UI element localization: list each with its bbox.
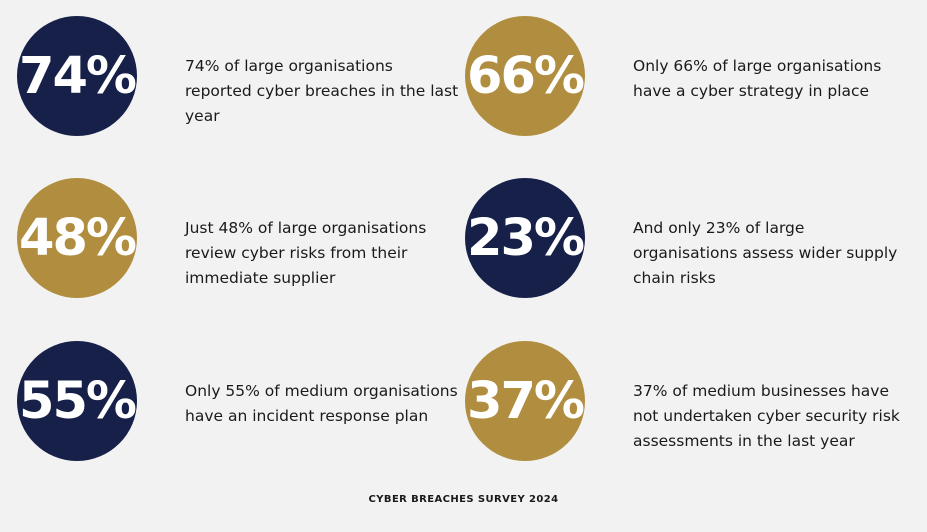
stat-circle: 37%	[465, 341, 585, 461]
stat-value: 48%	[18, 208, 137, 268]
stat-description: Only 66% of large organisations have a c…	[633, 57, 882, 100]
stat-description: 74% of large organisations reported cybe…	[185, 57, 459, 125]
stat-block-55: 55% Only 55% of medium organisations hav…	[17, 341, 458, 471]
stat-value: 66%	[466, 46, 585, 106]
stat-value: 55%	[18, 371, 137, 431]
stat-block-74: 74% 74% of large organisations reported …	[17, 16, 459, 146]
stat-description: Just 48% of large organisations review c…	[185, 219, 427, 287]
stat-circle: 74%	[17, 16, 137, 136]
stat-value: 37%	[466, 371, 585, 431]
stat-block-66: 66% Only 66% of large organisations have…	[465, 16, 905, 146]
stat-circle: 23%	[465, 178, 585, 298]
footer-source: CYBER BREACHES SURVEY 2024	[368, 494, 559, 505]
stat-block-48: 48% Just 48% of large organisations revi…	[17, 178, 457, 308]
stat-circle: 48%	[17, 178, 137, 298]
stat-description: Only 55% of medium organisations have an…	[185, 382, 458, 425]
stat-value: 74%	[18, 46, 137, 106]
stat-block-23: 23% And only 23% of large organisations …	[465, 178, 905, 308]
stat-description: And only 23% of large organisations asse…	[633, 219, 898, 287]
stat-block-37: 37% 37% of medium businesses have not un…	[465, 341, 905, 471]
stat-circle: 66%	[465, 16, 585, 136]
stat-circle: 55%	[17, 341, 137, 461]
stat-description: 37% of medium businesses have not undert…	[633, 382, 900, 450]
stat-value: 23%	[466, 208, 585, 268]
